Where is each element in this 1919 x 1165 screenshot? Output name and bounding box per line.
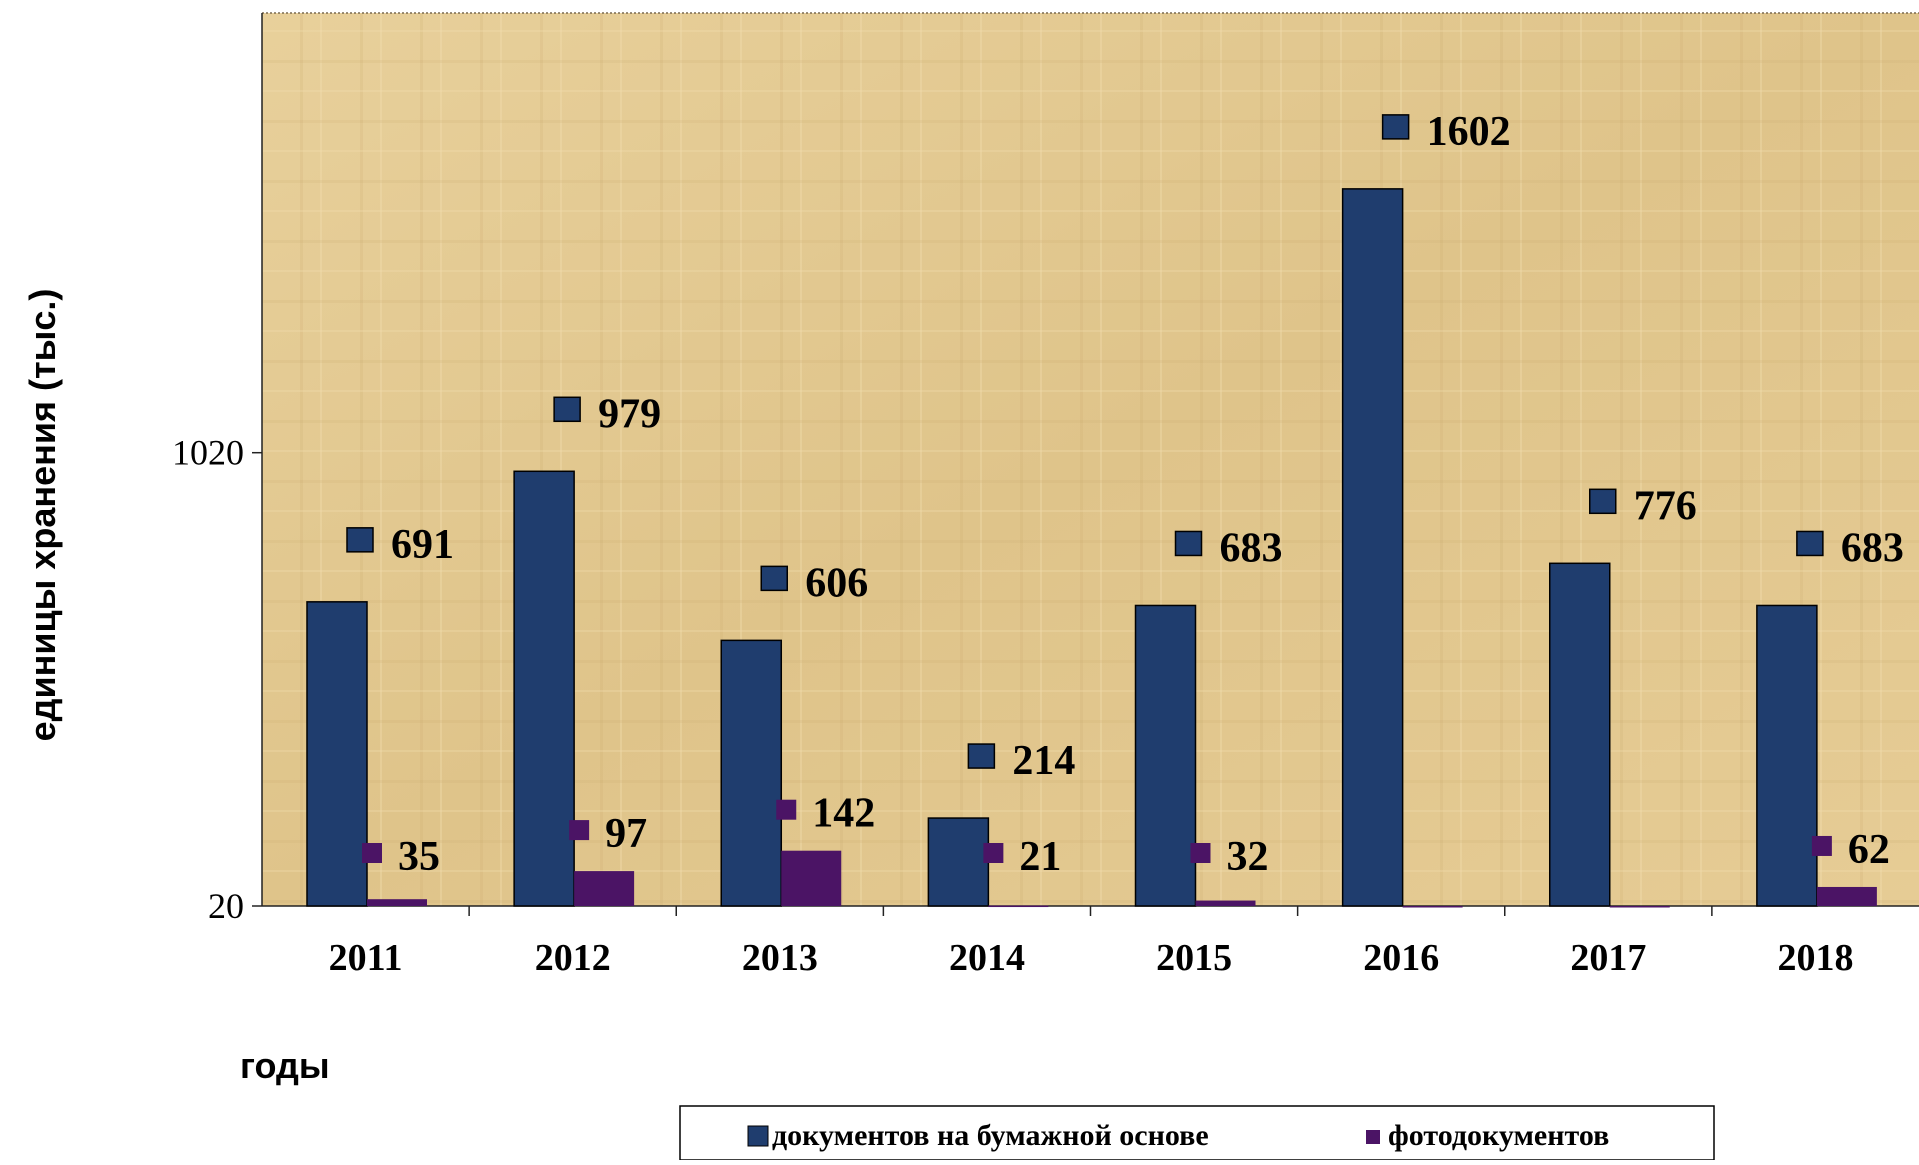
data-label-marker-photo (569, 820, 590, 841)
bar-paper-2015 (1134, 604, 1197, 907)
bar-paper-2014 (927, 817, 990, 907)
bar-photo-2014 (988, 905, 1049, 908)
bar-photo-2018 (1816, 886, 1877, 906)
x-axis-label: годы (240, 1045, 330, 1086)
data-labels: 691 35 979 97 606 142 214 21 683 32 1602 776 683 62 (346, 109, 1904, 880)
x-tick-label: 2012 (535, 937, 611, 979)
x-tick-label: 2017 (1570, 937, 1646, 979)
data-label-paper-2015: 683 (1220, 525, 1283, 571)
x-tick-label: 2013 (742, 937, 818, 979)
bars (306, 188, 1877, 908)
data-label-marker-paper (1381, 114, 1410, 140)
bar-photo-2015 (1195, 900, 1256, 906)
plot-area (262, 12, 1919, 906)
x-tick-label: 2015 (1156, 937, 1232, 979)
bar-photo-2016 (1402, 906, 1463, 908)
legend: документов на бумажной основе фотодокуме… (679, 1105, 1715, 1161)
bar-photo-2012 (574, 871, 635, 906)
data-label-paper-2018: 683 (1841, 525, 1904, 571)
bar-photo-2011 (367, 899, 427, 906)
bar-photo-2017 (1609, 906, 1670, 908)
bar-paper-2013 (720, 639, 782, 907)
data-label-marker-paper (760, 565, 788, 592)
data-label-marker-photo (776, 799, 797, 820)
data-label-paper-2014: 214 (1012, 738, 1075, 784)
data-label-marker-paper (346, 527, 374, 553)
x-tick-label: 2014 (949, 937, 1025, 979)
data-label-photo-2011: 35 (398, 834, 440, 880)
data-label-photo-2014: 21 (1019, 834, 1061, 880)
bar-paper-2016 (1341, 188, 1404, 907)
data-label-photo-2012: 97 (605, 811, 647, 857)
data-label-marker-photo (1811, 835, 1832, 856)
y-tick-label: 1020 (172, 433, 244, 473)
data-label-paper-2016: 1602 (1427, 109, 1511, 155)
data-label-marker-photo (983, 843, 1004, 863)
data-label-paper-2013: 606 (805, 560, 868, 606)
legend-label-paper: документов на бумажной основе (772, 1119, 1209, 1152)
data-label-paper-2011: 691 (391, 522, 454, 568)
legend-swatch-photo (1366, 1130, 1380, 1144)
bar-paper-2011 (306, 601, 368, 907)
bar-paper-2017 (1549, 562, 1611, 907)
legend-swatch-paper (747, 1125, 769, 1147)
x-tick-label: 2016 (1363, 937, 1439, 979)
data-label-paper-2017: 776 (1634, 483, 1697, 529)
x-tick-label: 2011 (329, 937, 403, 979)
data-label-marker-paper (967, 743, 996, 769)
data-label-photo-2018: 62 (1848, 827, 1890, 873)
bar-photo-2013 (781, 850, 842, 906)
data-label-photo-2015: 32 (1227, 834, 1269, 880)
x-tick-label: 2018 (1777, 937, 1853, 979)
legend-label-photo: фотодокументов (1388, 1119, 1609, 1152)
data-label-paper-2012: 979 (598, 391, 661, 437)
y-tick-label: 20 (208, 886, 244, 926)
data-label-marker-paper (1589, 488, 1617, 515)
y-axis-label: единицы хранения (тыс.) (22, 289, 63, 742)
data-label-marker-paper (1796, 530, 1824, 557)
data-label-photo-2013: 142 (812, 791, 875, 837)
data-label-marker-paper (1174, 530, 1203, 557)
x-ticks: 2011 2012 2013 2014 2015 2016 2017 2018 (329, 906, 1853, 979)
bar-paper-2012 (513, 470, 575, 907)
data-label-marker-paper (553, 396, 581, 423)
bar-paper-2018 (1756, 604, 1818, 907)
data-label-marker-photo (362, 843, 382, 863)
data-label-marker-photo (1190, 843, 1211, 863)
y-ticks: 20 1020 (172, 433, 262, 926)
